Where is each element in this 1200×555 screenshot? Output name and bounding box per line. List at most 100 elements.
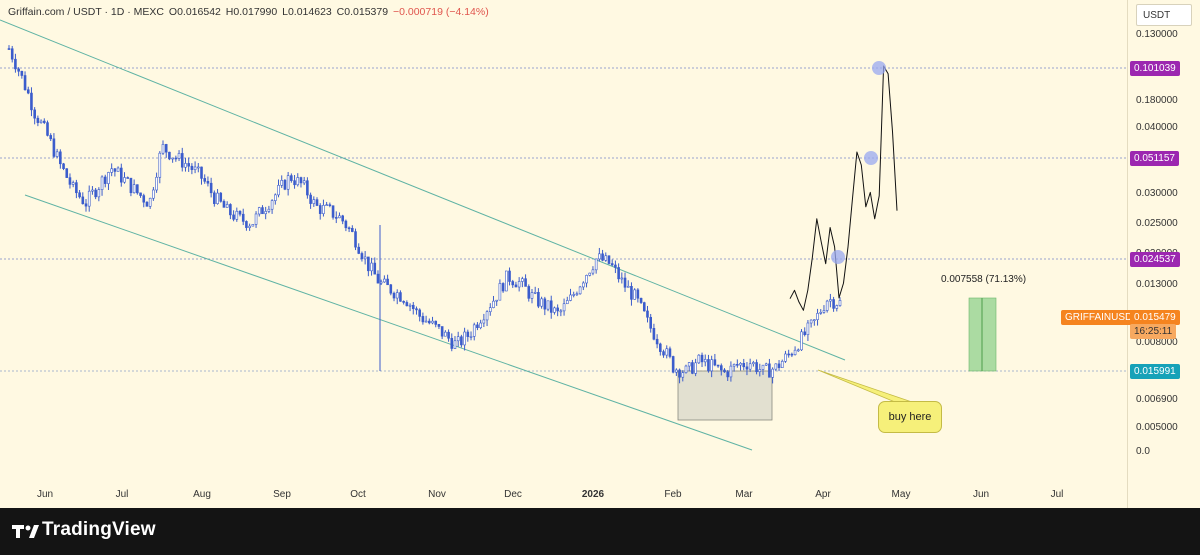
candle-body [132, 184, 136, 194]
candle-body [668, 348, 672, 357]
candle-body [469, 336, 473, 338]
candle-body [331, 205, 335, 218]
candle-body [71, 182, 75, 185]
candle-body [675, 369, 678, 373]
candle-body [103, 176, 107, 184]
price-level-tag: 0.024537 [1130, 252, 1180, 267]
candle-body [838, 300, 842, 306]
candle-body [283, 180, 287, 190]
candle-body [819, 312, 823, 314]
candle-body [200, 166, 203, 179]
candle-body [569, 294, 572, 301]
candle-body [508, 270, 511, 282]
candle-body [777, 363, 781, 368]
candle-body [341, 215, 344, 222]
price-chart[interactable] [0, 0, 1127, 508]
candles [7, 45, 842, 384]
candle-body [360, 253, 364, 260]
price-axis-label: 0.005000 [1136, 422, 1178, 433]
candle-body [197, 166, 200, 169]
candle-body [145, 201, 149, 207]
candle-body [694, 362, 697, 374]
candle-body [62, 163, 65, 169]
legend-close: C0.015379 [336, 6, 389, 18]
candle-body [152, 189, 155, 199]
candle-body [620, 277, 624, 280]
candle-body [742, 362, 746, 368]
candle-body [277, 185, 280, 196]
candle-body [816, 313, 819, 320]
candle-body [296, 177, 300, 186]
candle-body [373, 262, 377, 275]
candle-body [383, 278, 386, 283]
candle-body [315, 199, 319, 206]
candle-body [274, 194, 277, 201]
time-axis-label: Jun [36, 489, 54, 500]
candle-body [559, 310, 563, 313]
candle-body [517, 281, 521, 288]
candle-body [36, 117, 40, 123]
time-axis-label: Feb [664, 489, 682, 500]
legend-symbol[interactable]: Griffain.com / USDT · 1D · MEXC [8, 6, 164, 18]
candle-body [347, 227, 351, 230]
candle-body [594, 258, 598, 271]
candle-body [588, 272, 592, 276]
candle-body [7, 48, 11, 50]
legend-change: −0.000719 (−4.14%) [392, 6, 489, 18]
candle-body [659, 343, 662, 352]
candle-body [626, 285, 630, 288]
candle-body [726, 371, 730, 378]
candle-body [184, 163, 187, 168]
candle-body [318, 205, 322, 214]
candle-body [703, 359, 707, 363]
target-marker [872, 61, 886, 75]
candle-body [607, 255, 611, 264]
candle-body [97, 189, 101, 198]
candle-body [155, 176, 158, 191]
candle-body [187, 163, 190, 167]
candle-body [601, 253, 604, 261]
candle-body [665, 348, 669, 356]
candle-body [126, 177, 130, 179]
candle-body [572, 294, 575, 296]
candle-body [736, 364, 739, 366]
candle-body [59, 151, 62, 165]
currency-selector[interactable]: USDT [1136, 4, 1192, 26]
candle-body [556, 307, 559, 312]
candle-body [697, 354, 701, 364]
candle-body [46, 122, 49, 136]
candle-body [533, 292, 537, 294]
candle-body [758, 369, 762, 373]
candle-body [813, 319, 816, 321]
candle-body [42, 120, 46, 123]
candle-body [598, 253, 601, 260]
candle-body [662, 351, 665, 356]
candle-body [322, 205, 325, 214]
candle-body [110, 168, 113, 173]
candle-body [492, 300, 495, 308]
candle-body [168, 151, 171, 160]
candle-body [405, 302, 409, 307]
candle-body [761, 364, 765, 370]
candle-body [245, 221, 248, 228]
price-level-tag: 0.015991 [1130, 364, 1180, 379]
price-level-tag: 0.101039 [1130, 61, 1180, 76]
candle-body [829, 299, 832, 302]
candle-body [241, 213, 245, 222]
candle-body [10, 48, 14, 60]
projection-path [789, 65, 898, 311]
candle-body [107, 172, 110, 184]
candle-body [20, 70, 24, 76]
candle-body [565, 300, 569, 305]
candle-body [479, 322, 482, 328]
candle-body [431, 320, 434, 324]
candle-body [582, 282, 585, 288]
candle-body [389, 284, 393, 294]
candle-body [716, 364, 720, 367]
candle-body [91, 189, 94, 192]
candle-body [488, 307, 492, 313]
candle-body [610, 263, 614, 266]
candle-body [428, 320, 431, 324]
candle-body [257, 207, 261, 215]
candle-body [286, 175, 290, 190]
